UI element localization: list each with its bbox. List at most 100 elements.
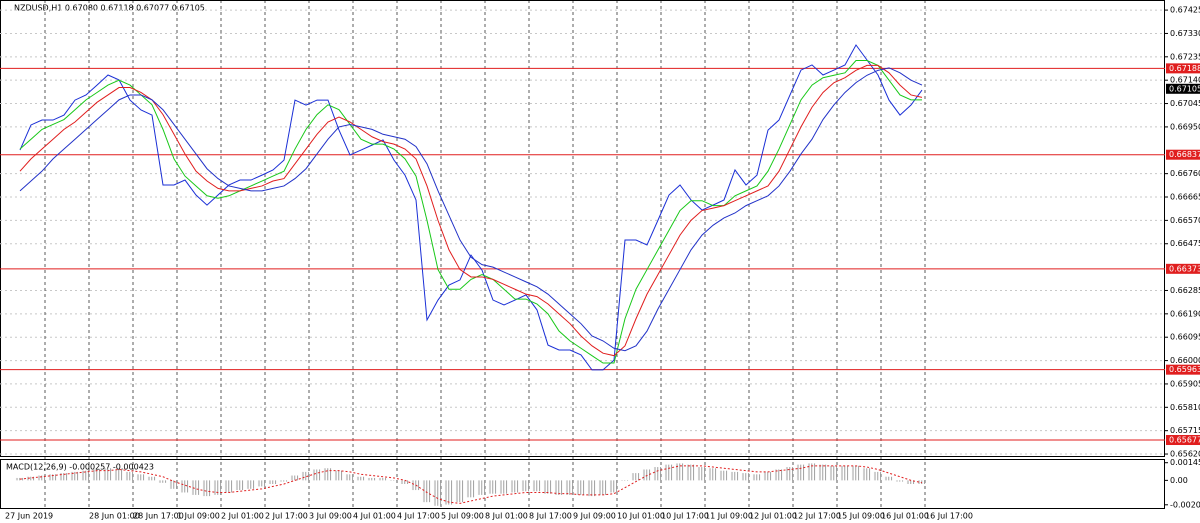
level-label-bg bbox=[1166, 435, 1200, 446]
y-tick-label: 0.65810 bbox=[1170, 403, 1200, 412]
macd-panel-frame bbox=[0, 459, 1165, 509]
y-tick-label: 0.66190 bbox=[1170, 309, 1200, 318]
chart-title: NZDUSD,H1 0.67080 0.67118 0.67077 0.6710… bbox=[14, 4, 205, 13]
macd-bar bbox=[851, 465, 860, 481]
macd-bar bbox=[301, 471, 310, 481]
macd-bar bbox=[653, 467, 662, 481]
level-label-bg bbox=[1166, 149, 1200, 160]
last-price-bg bbox=[1166, 83, 1200, 94]
macd-bar bbox=[576, 480, 585, 495]
macd-bar bbox=[675, 463, 684, 481]
macd-bar bbox=[543, 480, 552, 494]
y-tick-label: 0.66760 bbox=[1170, 169, 1200, 178]
macd-bar bbox=[873, 471, 882, 481]
macd-bar bbox=[158, 480, 167, 483]
x-tick-label: 4 Jul 01:00 bbox=[353, 512, 396, 521]
y-tick-label: 0.67425 bbox=[1170, 6, 1200, 15]
macd-bar bbox=[323, 468, 332, 481]
x-tick-label: 15 Jul 09:00 bbox=[837, 512, 885, 521]
macd-bar bbox=[884, 476, 893, 481]
macd-bar bbox=[620, 480, 629, 481]
macd-bar bbox=[59, 473, 68, 481]
x-tick-label: 10 Jul 17:00 bbox=[661, 512, 709, 521]
macd-bar bbox=[81, 470, 90, 481]
macd-title: MACD(12,26,9) -0.000257 -0.000423 bbox=[6, 463, 154, 472]
x-tick-label: 12 Jul 01:00 bbox=[749, 512, 797, 521]
y-tick-label: 0.67235 bbox=[1170, 52, 1200, 61]
y-tick-label: 0.65715 bbox=[1170, 426, 1200, 435]
y-tick-label: 0.67330 bbox=[1170, 29, 1200, 38]
x-tick-label: 8 Jul 01:00 bbox=[485, 512, 528, 521]
moving-average bbox=[19, 64, 923, 357]
macd-bar bbox=[411, 480, 420, 491]
macd-bar bbox=[136, 474, 145, 481]
macd-bar bbox=[532, 480, 541, 492]
macd-bar bbox=[664, 464, 673, 481]
x-tick-label: 11 Jul 09:00 bbox=[705, 512, 753, 521]
macd-bar bbox=[466, 480, 475, 498]
x-tick-label: 10 Jul 01:00 bbox=[617, 512, 665, 521]
macd-bar bbox=[433, 480, 442, 506]
x-tick-label: 9 Jul 09:00 bbox=[573, 512, 616, 521]
macd-bar bbox=[312, 469, 321, 481]
macd-signal bbox=[19, 465, 923, 504]
macd-bar bbox=[400, 480, 409, 484]
macd-bar bbox=[598, 480, 607, 495]
macd-bar bbox=[752, 474, 761, 481]
macd-bar bbox=[367, 477, 376, 481]
y-tick-label: 0.65905 bbox=[1170, 379, 1200, 388]
y-tick-label: 0.67045 bbox=[1170, 99, 1200, 108]
macd-bar bbox=[774, 469, 783, 481]
y-tick-label: 0.66475 bbox=[1170, 239, 1200, 248]
y-tick-label: 0.66665 bbox=[1170, 193, 1200, 202]
y-tick-label: 0.66095 bbox=[1170, 333, 1200, 342]
macd-bar bbox=[895, 480, 904, 482]
x-tick-label: 27 Jun 2019 bbox=[5, 512, 53, 521]
y-tick-label: 0.001459 bbox=[1170, 458, 1200, 467]
main-panel-frame bbox=[0, 0, 1165, 457]
macd-bar bbox=[565, 480, 574, 495]
x-tick-label: 28 Jun 17:00 bbox=[133, 512, 184, 521]
macd-bar bbox=[455, 480, 464, 503]
macd-bar bbox=[114, 469, 123, 481]
level-label-bg bbox=[1166, 364, 1200, 375]
y-tick-label: -0.002018 bbox=[1170, 500, 1200, 509]
x-tick-label: 5 Jul 09:00 bbox=[441, 512, 484, 521]
macd-bar bbox=[48, 474, 57, 481]
macd-bar bbox=[180, 480, 189, 493]
x-tick-label: 2 Jul 01:00 bbox=[221, 512, 264, 521]
macd-bar bbox=[378, 477, 387, 481]
macd-bar bbox=[609, 480, 618, 493]
macd-bar bbox=[213, 480, 222, 495]
macd-bar bbox=[147, 476, 156, 481]
x-tick-label: 12 Jul 17:00 bbox=[793, 512, 841, 521]
macd-bar bbox=[290, 475, 299, 481]
macd-bar bbox=[103, 468, 112, 481]
macd-bar bbox=[521, 480, 530, 492]
x-tick-label: 2 Jul 17:00 bbox=[265, 512, 308, 521]
macd-bar bbox=[510, 480, 519, 493]
macd-bar bbox=[587, 480, 596, 497]
macd-bar bbox=[499, 480, 508, 494]
y-tick-label: 0.66285 bbox=[1170, 286, 1200, 295]
y-tick-label: 0.65620 bbox=[1170, 450, 1200, 459]
macd-bar bbox=[686, 464, 695, 481]
macd-bar bbox=[697, 467, 706, 481]
macd-bar bbox=[15, 477, 24, 481]
macd-bar bbox=[807, 463, 816, 481]
macd-bar bbox=[70, 471, 79, 481]
macd-bar bbox=[554, 480, 563, 495]
macd-bar bbox=[37, 475, 46, 481]
macd-bar bbox=[741, 473, 750, 481]
macd-bar bbox=[422, 480, 431, 503]
moving-average bbox=[19, 60, 922, 364]
macd-bar bbox=[235, 480, 244, 491]
macd-bar bbox=[334, 470, 343, 481]
x-tick-label: 28 Jun 01:00 bbox=[89, 512, 140, 521]
y-tick-label: 0.66000 bbox=[1170, 356, 1200, 365]
level-label: 0.67188 bbox=[1169, 64, 1200, 73]
macd-bar bbox=[488, 480, 497, 494]
macd-bar bbox=[796, 464, 805, 481]
